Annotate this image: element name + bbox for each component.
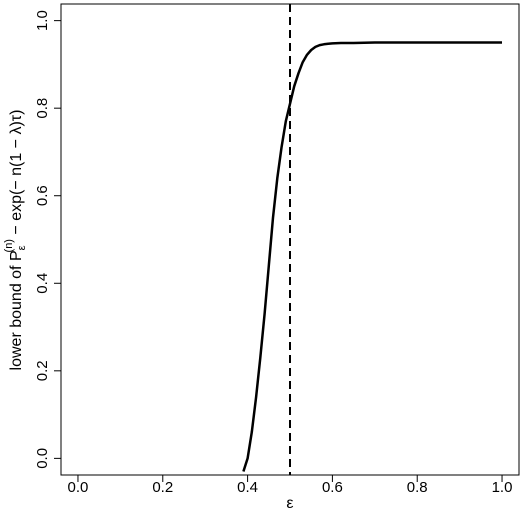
y-axis-label-superscript: (n) — [3, 239, 15, 252]
y-tick-label: 0.0 — [34, 448, 51, 469]
y-axis-label-prefix: lower bound of P — [8, 250, 25, 370]
series-line — [242, 41, 502, 472]
x-axis-label: ε — [286, 495, 293, 512]
x-tick-label: 0.8 — [407, 479, 428, 496]
y-axis-label-subscript: ε — [16, 245, 28, 250]
y-tick-label: 0.4 — [34, 273, 51, 294]
x-tick-label: 1.0 — [492, 479, 513, 496]
x-tick-label: 0.0 — [68, 479, 89, 496]
x-tick-label: 0.6 — [322, 479, 343, 496]
y-tick-label: 0.2 — [34, 360, 51, 381]
x-axis: 0.0 0.2 0.4 0.6 0.8 1.0 — [68, 475, 513, 496]
y-axis-label-suffix: − exp(− n(1 − λ)τ) — [8, 110, 25, 239]
y-tick-label: 0.6 — [34, 185, 51, 206]
y-axis-label: lower bound of Pε(n) − exp(− n(1 − λ)τ) — [3, 110, 28, 371]
x-tick-label: 0.4 — [237, 479, 258, 496]
y-axis: 0.0 0.2 0.4 0.6 0.8 1.0 — [34, 10, 61, 469]
y-tick-label: 1.0 — [34, 10, 51, 31]
x-tick-label: 0.2 — [152, 479, 173, 496]
y-tick-label: 0.8 — [34, 98, 51, 119]
